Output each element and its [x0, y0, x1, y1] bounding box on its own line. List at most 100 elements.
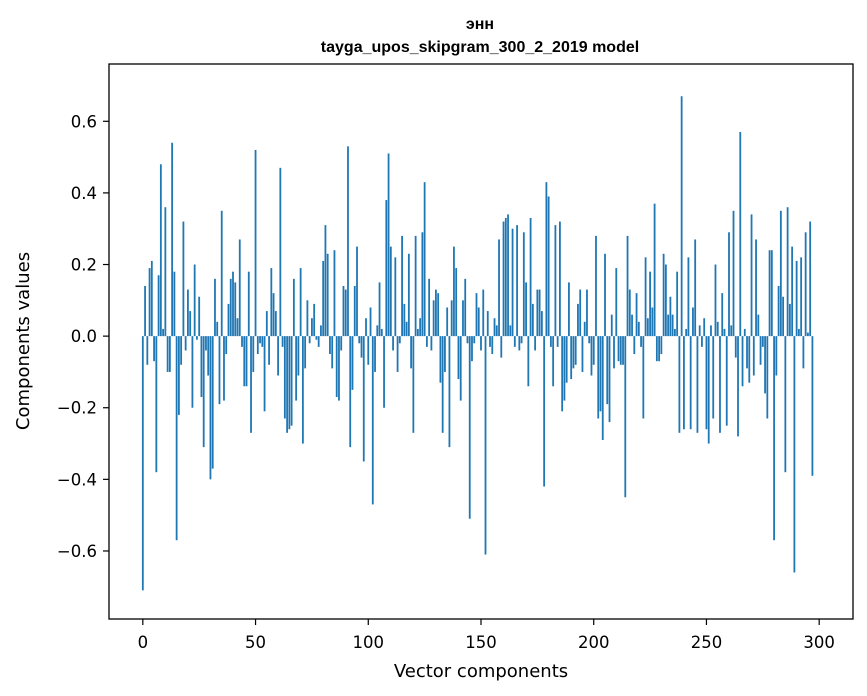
bar — [162, 328, 165, 337]
bar — [572, 336, 575, 369]
bar — [430, 336, 433, 351]
x-tick-label: 300 — [803, 633, 835, 652]
bar — [168, 336, 171, 372]
bar — [646, 318, 649, 337]
bar — [714, 264, 717, 337]
bar — [586, 289, 588, 337]
bar — [547, 196, 550, 337]
bar — [773, 336, 775, 541]
bar — [378, 282, 381, 337]
bar — [263, 336, 266, 412]
bar — [716, 321, 719, 337]
bar — [245, 336, 248, 387]
y-axis-label: Components values — [13, 252, 34, 430]
bar — [437, 293, 440, 337]
bar — [351, 336, 354, 390]
bar — [683, 336, 685, 430]
x-tick-label: 150 — [465, 633, 497, 652]
x-tick-label: 250 — [691, 633, 723, 652]
bar — [658, 336, 661, 362]
bar — [241, 336, 243, 347]
bar — [520, 336, 523, 344]
bar — [403, 303, 406, 337]
bar — [401, 235, 403, 337]
bar — [617, 336, 620, 362]
bar — [486, 311, 489, 337]
bar — [164, 207, 167, 337]
bar — [768, 250, 771, 337]
bar — [342, 286, 345, 337]
bar — [214, 278, 216, 337]
bar — [265, 311, 268, 337]
bar — [380, 328, 383, 337]
bar — [606, 336, 609, 405]
bar — [719, 336, 721, 433]
bar — [232, 271, 234, 337]
bar — [637, 321, 640, 337]
bar — [270, 268, 273, 337]
bar — [392, 336, 394, 351]
bar — [635, 293, 638, 337]
bar — [613, 336, 615, 369]
bar — [750, 214, 753, 337]
bar — [448, 336, 451, 448]
bar — [622, 336, 624, 365]
bar — [531, 303, 534, 337]
bar — [150, 260, 153, 337]
bar — [633, 336, 636, 355]
bar — [705, 336, 708, 430]
bar — [800, 257, 803, 337]
bar — [522, 232, 525, 337]
bar — [236, 318, 239, 337]
bar — [491, 336, 494, 355]
chart-subtitle: tayga_upos_skipgram_300_2_2019 model — [321, 39, 639, 56]
bar — [536, 289, 539, 337]
bar — [444, 336, 446, 372]
bar — [570, 336, 573, 380]
bar — [173, 271, 176, 337]
bar — [642, 336, 645, 419]
x-tick-label: 50 — [245, 633, 266, 652]
bar — [545, 182, 548, 337]
bar — [277, 336, 279, 376]
bar — [301, 336, 304, 444]
bar — [362, 336, 365, 462]
bar — [468, 336, 471, 519]
bar — [475, 293, 478, 337]
y-tick-label: −0.6 — [57, 542, 97, 561]
bar — [457, 336, 460, 380]
bar — [599, 336, 602, 412]
bar — [383, 336, 385, 408]
bar — [710, 325, 712, 337]
bar — [676, 271, 679, 337]
bar — [412, 336, 415, 433]
bar — [779, 210, 782, 337]
bar — [525, 282, 527, 337]
bar — [360, 336, 363, 358]
bar — [538, 289, 541, 337]
bar — [261, 336, 264, 347]
bar — [340, 336, 343, 351]
bar — [286, 336, 289, 433]
bar — [432, 300, 435, 337]
bar — [306, 300, 309, 337]
bar — [455, 268, 458, 337]
bar — [435, 289, 437, 337]
bar — [320, 325, 322, 337]
bar — [734, 336, 737, 358]
bar — [295, 336, 298, 401]
bar — [317, 336, 320, 347]
bar — [631, 314, 633, 337]
bar — [473, 336, 476, 344]
bar — [554, 225, 557, 337]
bar — [229, 278, 232, 337]
bar — [410, 336, 413, 369]
bar — [238, 239, 241, 337]
bar — [304, 336, 307, 369]
bar — [788, 303, 791, 337]
bar — [540, 311, 543, 337]
bar — [146, 336, 149, 365]
bar — [329, 336, 331, 355]
bar — [216, 321, 219, 337]
